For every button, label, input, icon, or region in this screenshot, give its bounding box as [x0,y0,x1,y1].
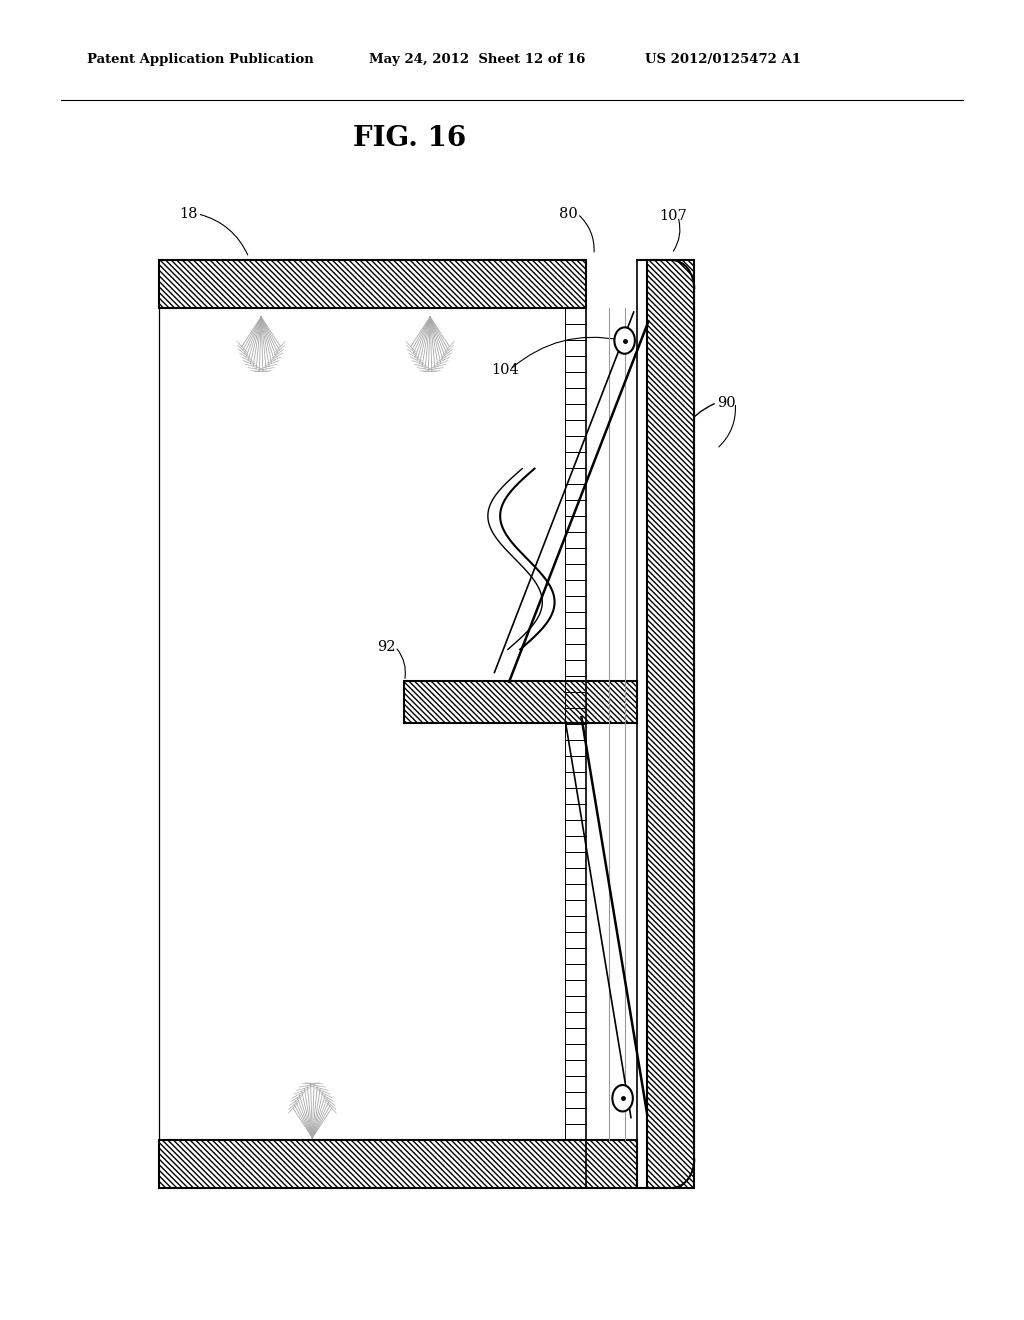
Text: 104: 104 [492,363,519,376]
Text: May 24, 2012  Sheet 12 of 16: May 24, 2012 Sheet 12 of 16 [369,53,585,66]
Text: 107: 107 [659,210,687,223]
Text: FIG. 16: FIG. 16 [353,125,466,152]
Bar [586,308,637,1140]
Bar [159,1140,637,1188]
Circle shape [614,327,635,354]
Text: US 2012/0125472 A1: US 2012/0125472 A1 [645,53,801,66]
Bar [159,260,586,308]
Text: Patent Application Publication: Patent Application Publication [87,53,313,66]
Circle shape [612,1085,633,1111]
Text: 92: 92 [377,640,395,653]
Text: 80: 80 [559,207,578,220]
Bar [404,681,637,723]
Bar [647,260,694,1188]
Text: 18: 18 [179,207,198,220]
Text: 90: 90 [717,396,735,409]
